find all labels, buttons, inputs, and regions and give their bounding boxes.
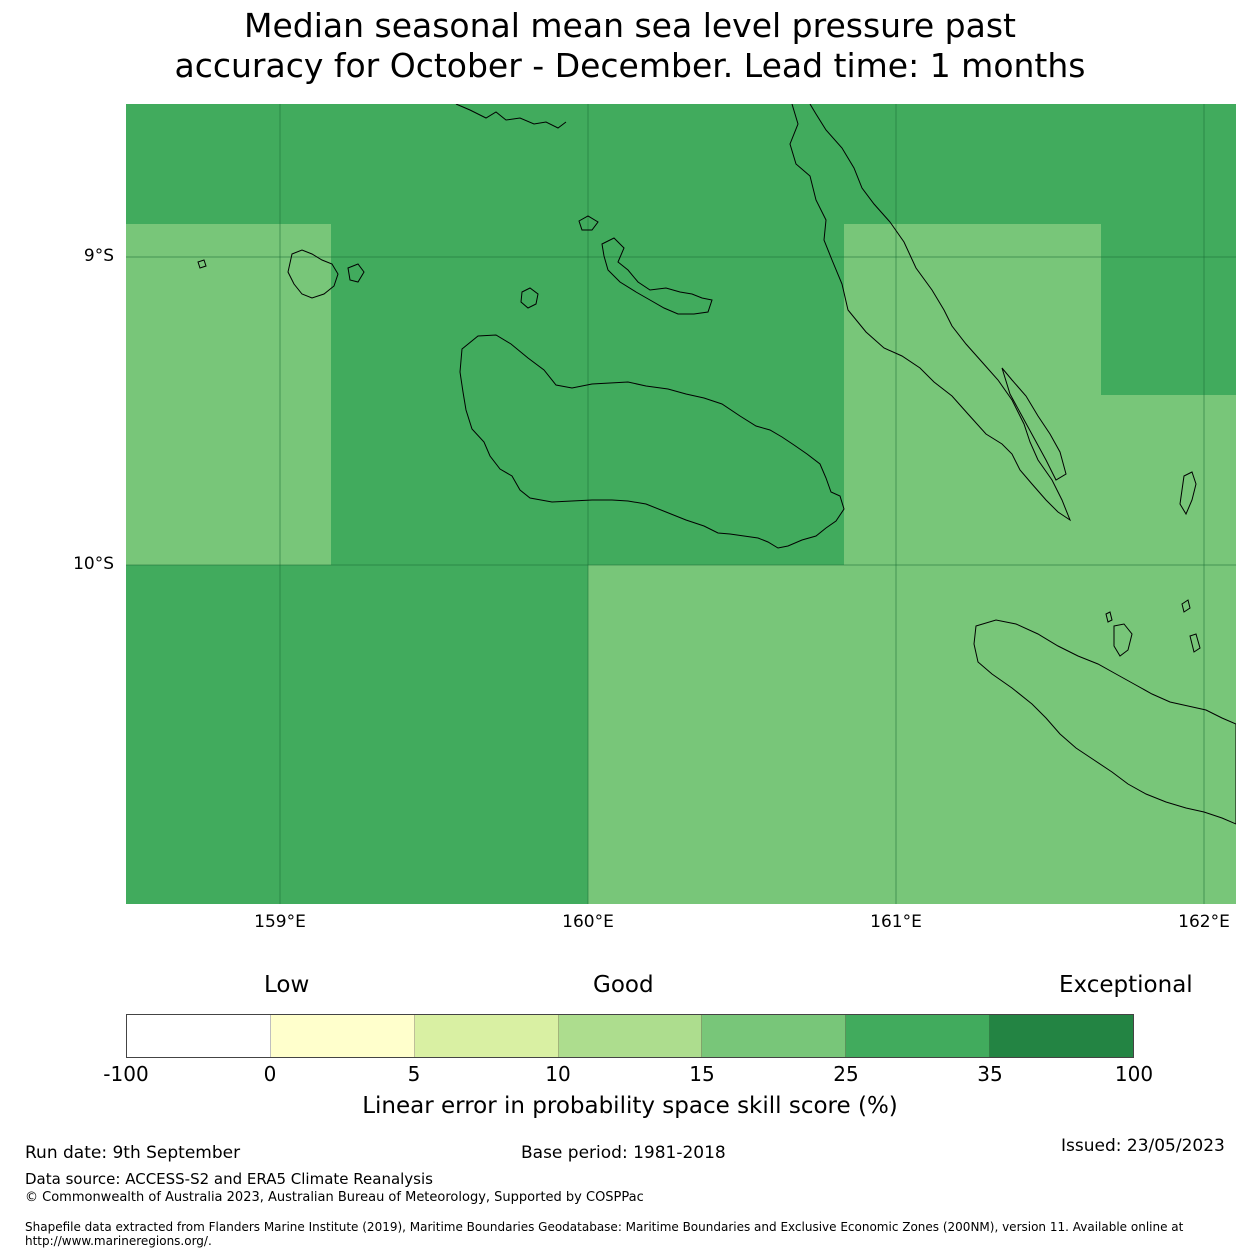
coast-islet-b bbox=[347, 263, 365, 283]
colorbar-tick: 25 bbox=[833, 1062, 859, 1086]
colorbar-cell bbox=[558, 1015, 703, 1057]
chart-title: Median seasonal mean sea level pressure … bbox=[0, 6, 1260, 86]
category-low: Low bbox=[264, 972, 310, 998]
coast-malaita bbox=[789, 104, 1072, 522]
coast-russell-islands bbox=[287, 249, 339, 299]
category-good: Good bbox=[593, 972, 654, 998]
coast-islet-g bbox=[1189, 633, 1201, 653]
colorbar-cell bbox=[414, 1015, 559, 1057]
colorbar-tick: 0 bbox=[263, 1062, 277, 1086]
lon-label-161e: 161°E bbox=[870, 912, 922, 932]
coastlines bbox=[197, 104, 1236, 825]
colorbar-tick: 15 bbox=[689, 1062, 715, 1086]
coast-guadalcanal bbox=[459, 334, 845, 549]
colorbar-tick: 10 bbox=[545, 1062, 571, 1086]
data-source: Data source: ACCESS-S2 and ERA5 Climate … bbox=[25, 1170, 433, 1188]
skill-cell-south bbox=[588, 565, 1236, 904]
title-line-1: Median seasonal mean sea level pressure … bbox=[244, 6, 1016, 45]
skill-map[interactable] bbox=[126, 104, 1236, 904]
colorbar-cell bbox=[990, 1015, 1134, 1057]
colorbar-tick: 35 bbox=[977, 1062, 1003, 1086]
coast-north-shore bbox=[455, 104, 567, 129]
colorbar-cell bbox=[127, 1015, 271, 1057]
coast-florida-islands bbox=[601, 237, 713, 315]
coast-ulawa bbox=[1179, 471, 1197, 516]
run-date: Run date: 9th September bbox=[25, 1143, 241, 1163]
lat-label-10s: 10°S bbox=[73, 554, 114, 574]
colorbar-cell bbox=[270, 1015, 415, 1057]
coast-savo bbox=[520, 287, 539, 309]
coast-maramasike bbox=[1001, 367, 1067, 481]
graticule bbox=[126, 104, 1236, 904]
coast-makira bbox=[973, 619, 1236, 825]
colorbar-cell bbox=[702, 1015, 847, 1057]
lon-label-160e: 160°E bbox=[562, 912, 614, 932]
colorbar-cell bbox=[846, 1015, 991, 1057]
map-canvas bbox=[126, 104, 1236, 904]
lon-label-159e: 159°E bbox=[254, 912, 306, 932]
colorbar-label: Linear error in probability space skill … bbox=[362, 1093, 898, 1119]
copyright: © Commonwealth of Australia 2023, Austra… bbox=[25, 1190, 644, 1205]
skill-cell-east-far bbox=[844, 395, 1236, 565]
skill-cell-west bbox=[126, 224, 331, 565]
lon-label-162e: 162°E bbox=[1178, 912, 1230, 932]
coast-islet-d bbox=[1113, 623, 1133, 657]
category-exceptional: Exceptional bbox=[1059, 972, 1193, 998]
issued-date: Issued: 23/05/2023 bbox=[1061, 1136, 1225, 1156]
coast-islet-a bbox=[578, 215, 599, 231]
coast-islet-c bbox=[197, 259, 207, 269]
colorbar-tick: 100 bbox=[1114, 1062, 1154, 1086]
coast-islet-e bbox=[1181, 599, 1191, 613]
title-line-2: accuracy for October - December. Lead ti… bbox=[174, 46, 1086, 85]
coast-islet-f bbox=[1105, 611, 1113, 623]
colorbar bbox=[126, 1014, 1134, 1058]
lat-label-9s: 9°S bbox=[83, 246, 114, 266]
colorbar-tick: 5 bbox=[407, 1062, 421, 1086]
shapefile-credit: Shapefile data extracted from Flanders M… bbox=[25, 1220, 1184, 1248]
base-period: Base period: 1981-2018 bbox=[521, 1143, 726, 1163]
colorbar-tick: -100 bbox=[103, 1062, 149, 1086]
